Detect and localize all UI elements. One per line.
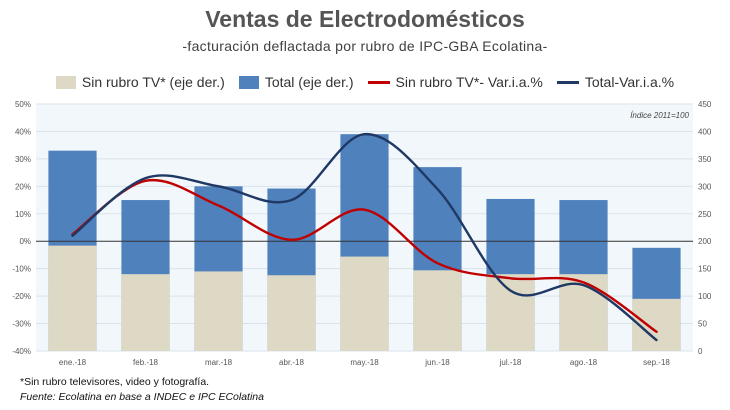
x-tick-label: ago.-18	[570, 358, 598, 367]
source-note: Fuente: Ecolatina en base a INDEC e IPC …	[20, 391, 264, 403]
right-tick-label: 450	[698, 100, 712, 109]
left-tick-label: 30%	[15, 155, 31, 164]
bar-sin-rubro	[413, 270, 462, 351]
x-tick-label: jul.-18	[499, 358, 522, 367]
legend-label-sin-rubro-bar: Sin rubro TV* (eje der.)	[81, 74, 225, 90]
bar-sin-rubro	[121, 274, 170, 351]
x-tick-label: mar.-18	[205, 358, 233, 367]
legend-swatch-sin-rubro-line	[367, 80, 390, 84]
left-tick-label: 40%	[15, 127, 31, 136]
chart-title: Ventas de Electrodomésticos	[205, 6, 525, 32]
legend-item-total-bar: Total (eje der.)	[238, 74, 354, 90]
right-tick-label: 250	[698, 210, 712, 219]
legend-swatch-total-bar	[238, 75, 259, 89]
legend-label-total-bar: Total (eje der.)	[264, 74, 354, 90]
line-sin-rubro-var	[71, 178, 658, 333]
chart-subtitle: -facturación deflactada por rubro de IPC…	[182, 38, 548, 54]
left-tick-label: 50%	[15, 100, 31, 109]
left-tick-label: 0%	[19, 237, 31, 246]
legend: Sin rubro TV* (eje der.) Total (eje der.…	[0, 74, 730, 90]
x-tick-label: abr.-18	[279, 358, 304, 367]
left-tick-label: 20%	[15, 182, 31, 191]
x-tick-label: feb.-18	[133, 358, 158, 367]
bar-sin-rubro	[559, 274, 608, 351]
legend-swatch-total-line	[556, 80, 579, 84]
legend-item-sin-rubro-bar: Sin rubro TV* (eje der.)	[55, 74, 225, 90]
right-tick-label: 400	[698, 127, 712, 136]
left-tick-label: 10%	[15, 210, 31, 219]
x-tick-label: sep.-18	[643, 358, 670, 367]
legend-item-total-line: Total-Var.i.a.%	[556, 74, 675, 90]
left-tick-label: -20%	[12, 292, 31, 301]
right-tick-label: 300	[698, 182, 712, 191]
left-tick-label: -40%	[12, 347, 31, 356]
x-tick-label: jun.-18	[424, 358, 450, 367]
index-annotation: Índice 2011=100	[630, 111, 689, 120]
legend-item-sin-rubro-line: Sin rubro TV*- Var.i.a.%	[367, 74, 543, 90]
left-tick-label: -30%	[12, 320, 31, 329]
line-total-var	[71, 132, 658, 342]
legend-label-total-line: Total-Var.i.a.%	[584, 74, 675, 90]
right-tick-label: 200	[698, 237, 712, 246]
right-tick-label: 100	[698, 292, 712, 301]
bar-sin-rubro	[340, 256, 389, 351]
right-tick-label: 0	[698, 347, 703, 356]
combo-chart: 50% 40% 30% 20% 10% 0% -10% -20% -30% -40% 450 400 3…	[12, 100, 712, 367]
legend-swatch-sin-rubro-bar	[55, 75, 76, 89]
right-tick-label: 350	[698, 155, 712, 164]
x-tick-label: may.-18	[350, 358, 379, 367]
x-tick-label: ene.-18	[59, 358, 87, 367]
left-tick-label: -10%	[12, 265, 31, 274]
bar-sin-rubro	[486, 274, 535, 351]
bar-sin-rubro	[194, 271, 243, 351]
right-tick-label: 150	[698, 265, 712, 274]
footnote: *Sin rubro televisores, video y fotograf…	[20, 376, 210, 388]
legend-label-sin-rubro-line: Sin rubro TV*- Var.i.a.%	[395, 74, 543, 90]
bar-sin-rubro	[48, 245, 97, 351]
bar-sin-rubro	[267, 275, 316, 351]
right-tick-label: 50	[698, 320, 707, 329]
